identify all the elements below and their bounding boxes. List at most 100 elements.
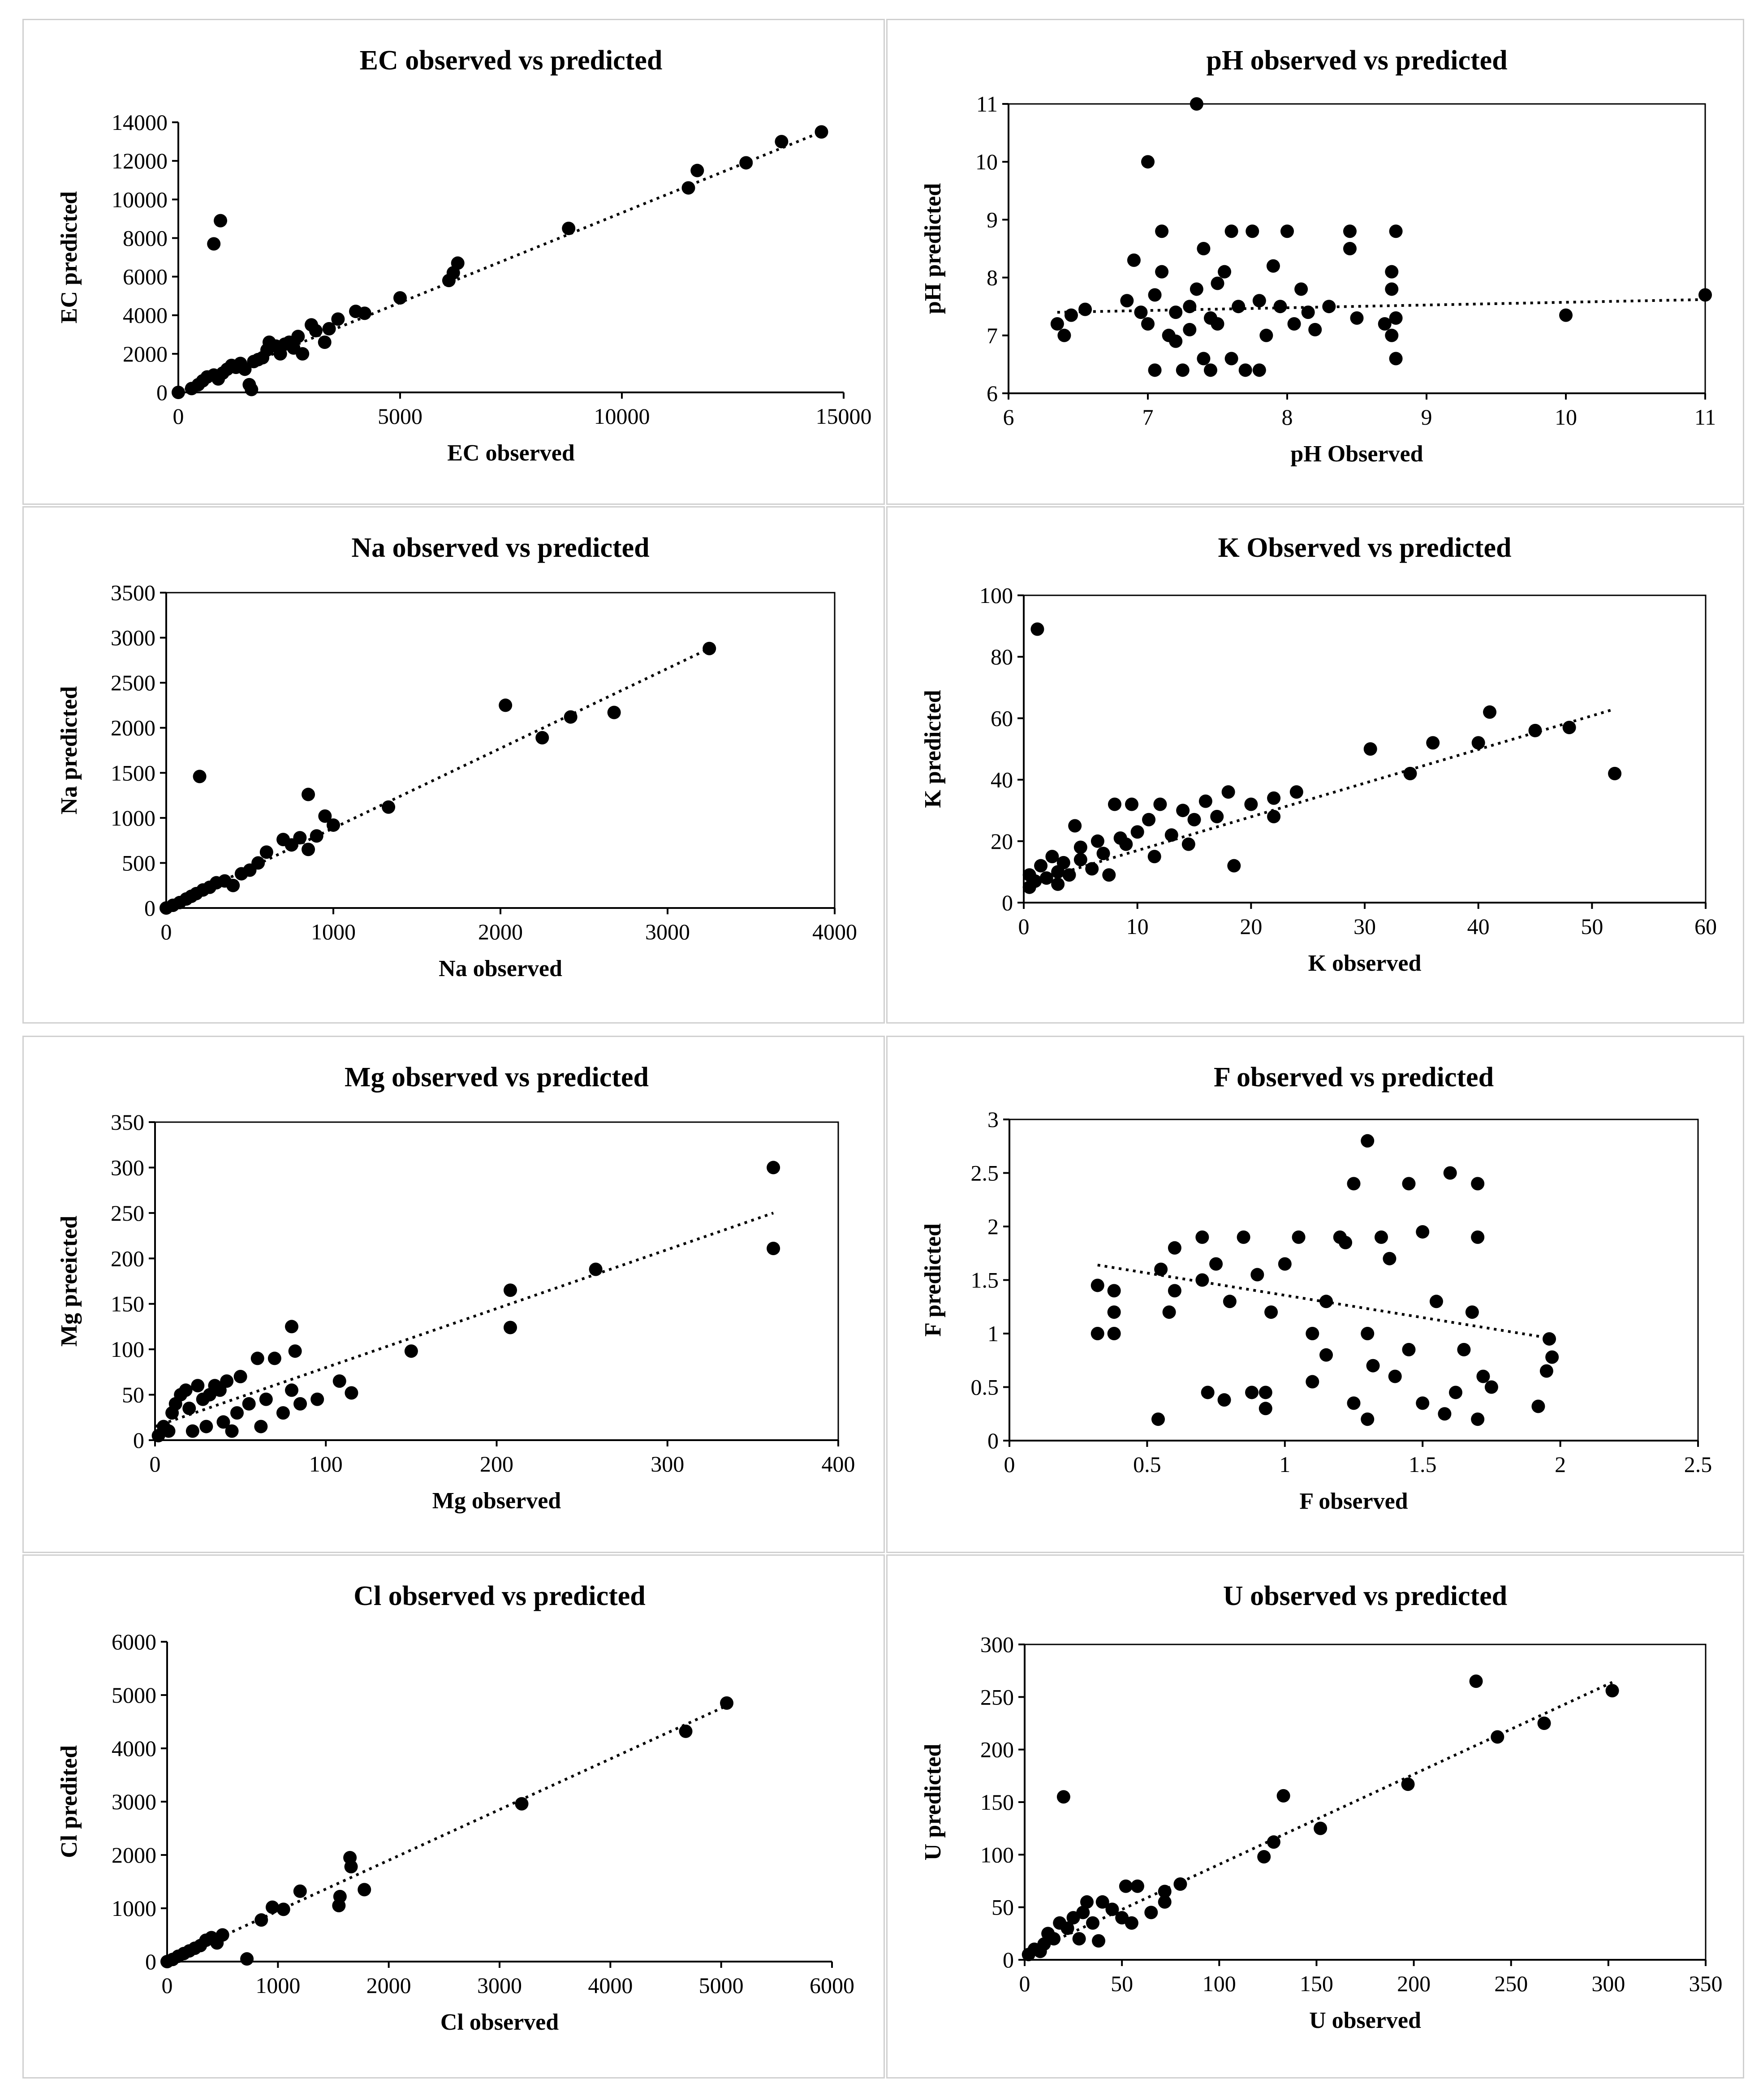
x-tick-label: 1: [1279, 1452, 1290, 1477]
data-point: [1092, 1934, 1106, 1948]
x-tick-label: 0: [162, 1973, 173, 1998]
chart-title: U observed vs predicted: [1223, 1581, 1507, 1611]
data-point: [1119, 837, 1133, 851]
data-point: [1155, 265, 1169, 279]
data-point: [302, 843, 315, 856]
data-point: [1120, 294, 1134, 308]
data-point: [1169, 334, 1183, 348]
data-point: [1401, 1777, 1415, 1791]
y-tick-label: 2: [987, 1214, 999, 1239]
y-tick-label: 4000: [123, 303, 168, 328]
trend-line: [1024, 1681, 1613, 1956]
plot-frame: [1008, 103, 1706, 394]
data-point: [331, 312, 345, 326]
x-tick-label: 0: [1004, 1452, 1015, 1477]
y-tick-label: 7: [987, 323, 998, 348]
data-point: [1698, 288, 1712, 302]
data-point: [1443, 1166, 1457, 1180]
data-point: [1181, 837, 1195, 851]
data-point: [1060, 1921, 1074, 1935]
data-point: [1227, 859, 1241, 873]
data-point: [1190, 97, 1203, 111]
data-point: [1528, 723, 1542, 737]
data-point: [1471, 736, 1485, 750]
data-point: [1221, 785, 1235, 799]
data-point: [1605, 1684, 1619, 1698]
data-point: [1363, 742, 1377, 756]
y-tick-label: 6000: [112, 1629, 156, 1654]
data-point: [1073, 840, 1087, 854]
x-tick-label: 2.5: [1684, 1452, 1712, 1477]
y-tick-label: 6: [987, 381, 998, 406]
data-point: [230, 1406, 244, 1420]
y-tick-label: 6000: [123, 264, 168, 289]
y-tick-label: 2000: [112, 1842, 156, 1868]
data-point: [214, 214, 228, 228]
data-point: [254, 1420, 268, 1433]
y-tick-label: 1.5: [971, 1268, 999, 1293]
x-tick-label: 50: [1581, 914, 1603, 939]
x-tick-label: 0.5: [1133, 1452, 1161, 1477]
data-point: [1259, 1402, 1272, 1416]
data-point: [1545, 1350, 1559, 1364]
data-point: [162, 1424, 176, 1438]
data-point: [1211, 317, 1224, 331]
data-point: [1130, 825, 1144, 839]
data-point: [1091, 1327, 1104, 1340]
data-point: [703, 641, 716, 655]
y-tick-label: 200: [111, 1246, 144, 1271]
x-tick-label: 0: [150, 1451, 161, 1476]
trend-line: [155, 1212, 774, 1428]
data-point: [451, 256, 465, 270]
data-point: [1030, 622, 1044, 636]
data-point: [238, 362, 252, 376]
y-tick-label: 2.5: [971, 1161, 999, 1186]
y-tick-label: 0: [1002, 890, 1013, 915]
y-tick-label: 250: [111, 1201, 144, 1226]
y-tick-label: 2000: [123, 341, 168, 366]
data-point: [191, 1379, 205, 1393]
data-point: [1471, 1177, 1485, 1191]
y-tick-label: 2500: [111, 670, 155, 695]
x-tick-label: 300: [651, 1451, 684, 1476]
data-point: [1144, 1906, 1158, 1919]
y-tick-label: 20: [991, 829, 1013, 854]
data-point: [1072, 1932, 1086, 1946]
data-point: [1198, 794, 1212, 808]
data-point: [1350, 311, 1364, 325]
data-point: [1068, 819, 1082, 833]
data-point: [1173, 1877, 1187, 1891]
y-tick-label: 200: [980, 1737, 1014, 1762]
trend-line: [1057, 298, 1706, 314]
data-point: [259, 1392, 273, 1406]
x-tick-label: 0: [1018, 914, 1030, 939]
data-point: [1203, 363, 1217, 377]
data-point: [1559, 308, 1573, 322]
data-point: [207, 237, 221, 251]
data-point: [1232, 300, 1246, 314]
data-point: [1148, 363, 1162, 377]
x-tick-label: 2000: [478, 919, 523, 944]
data-point: [1484, 1380, 1498, 1394]
data-point: [345, 1386, 358, 1400]
data-point: [1465, 1305, 1479, 1319]
y-tick-label: 300: [980, 1632, 1014, 1657]
data-point: [1080, 1895, 1094, 1909]
y-tick-label: 9: [987, 207, 998, 232]
data-point: [1543, 1332, 1556, 1346]
chart-panel-2: pH observed vs predicted 6 7 8 9 10 11 6 7 8 9 10 11…: [886, 19, 1744, 505]
data-point: [259, 845, 273, 859]
data-point: [1245, 1386, 1259, 1399]
y-tick-label: 80: [991, 644, 1013, 669]
data-point: [172, 386, 185, 399]
data-point: [1224, 352, 1238, 366]
data-point: [1378, 317, 1392, 331]
data-point: [607, 706, 621, 719]
chart-panel-3: Na observed vs predicted 0 500 1000 1500 2000…: [22, 506, 885, 1024]
x-axis-label: pH Observed: [1290, 441, 1423, 467]
data-point: [344, 1860, 358, 1874]
data-point: [276, 1406, 290, 1420]
y-tick-label: 3500: [111, 580, 155, 605]
y-tick-label: 100: [111, 1337, 144, 1362]
data-point: [1062, 868, 1076, 882]
